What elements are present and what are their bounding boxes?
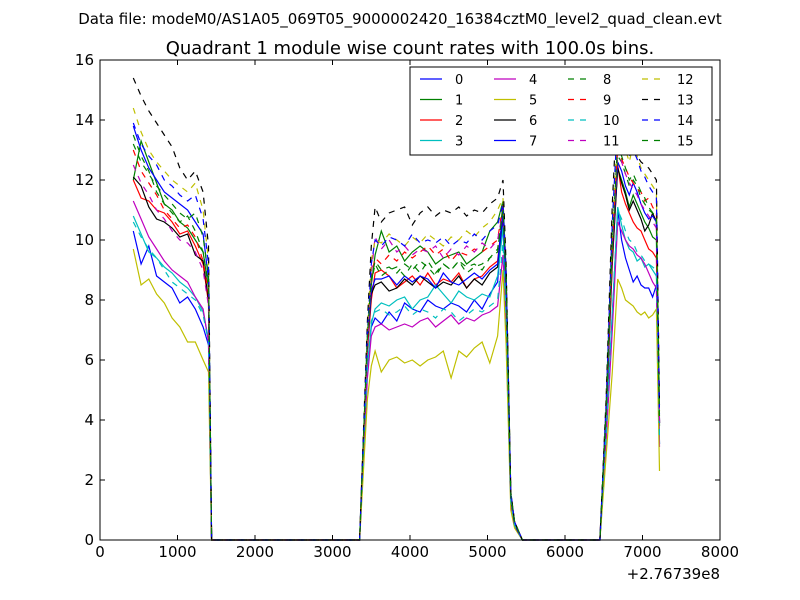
legend-label-1: 1 xyxy=(455,94,463,109)
legend-label-13: 13 xyxy=(677,94,694,109)
legend-label-0: 0 xyxy=(455,73,463,88)
x-tick-label: 7000 xyxy=(623,543,661,561)
series-line-14 xyxy=(132,116,661,541)
x-tick-label: 6000 xyxy=(546,543,584,561)
x-tick-label: 2000 xyxy=(236,543,274,561)
x-tick-label: 0 xyxy=(95,543,105,561)
y-tick-label: 4 xyxy=(84,411,94,429)
data-file-label: Data file: modeM0/AS1A05_069T05_90000024… xyxy=(78,10,722,29)
legend-label-7: 7 xyxy=(529,135,537,150)
legend-label-9: 9 xyxy=(603,94,611,109)
x-tick-label: 1000 xyxy=(158,543,196,561)
series-line-0 xyxy=(132,209,661,541)
legend-label-2: 2 xyxy=(455,114,463,129)
y-tick-label: 6 xyxy=(84,351,94,369)
chart-title: Quadrant 1 module wise count rates with … xyxy=(166,38,655,59)
axis-ticks: 0 1000 2000 3000 4000 5000 6000 7000 80000246810… xyxy=(75,51,739,561)
x-tick-label: 4000 xyxy=(391,543,429,561)
y-tick-label: 12 xyxy=(75,171,94,189)
legend-label-6: 6 xyxy=(529,114,537,129)
series-line-9 xyxy=(132,146,661,541)
legend-label-14: 14 xyxy=(677,114,694,129)
legend-label-4: 4 xyxy=(529,73,537,88)
x-tick-label: 5000 xyxy=(468,543,506,561)
series-line-5 xyxy=(132,248,661,541)
legend-label-15: 15 xyxy=(677,135,694,150)
legend-label-10: 10 xyxy=(603,114,620,129)
series-line-13 xyxy=(132,77,661,541)
legend-label-5: 5 xyxy=(529,94,537,109)
y-tick-label: 14 xyxy=(75,111,94,129)
y-tick-label: 0 xyxy=(84,531,94,549)
legend-label-8: 8 xyxy=(603,73,611,88)
legend-label-3: 3 xyxy=(455,135,463,150)
x-offset-label: +2.76739e8 xyxy=(627,565,720,583)
x-tick-label: 3000 xyxy=(313,543,351,561)
plot-area: 0 1000 2000 3000 4000 5000 6000 7000 80000246810… xyxy=(75,51,739,561)
y-tick-label: 10 xyxy=(75,231,94,249)
legend-label-12: 12 xyxy=(677,73,694,88)
y-tick-label: 8 xyxy=(84,291,94,309)
y-tick-label: 2 xyxy=(84,471,94,489)
legend-label-11: 11 xyxy=(603,135,620,150)
series-line-1 xyxy=(132,138,661,541)
series-line-15 xyxy=(132,140,661,541)
x-tick-label: 8000 xyxy=(701,543,739,561)
series-line-11 xyxy=(132,149,661,541)
legend-frame xyxy=(409,66,713,156)
y-tick-label: 16 xyxy=(75,51,94,69)
series-line-4 xyxy=(132,200,661,541)
